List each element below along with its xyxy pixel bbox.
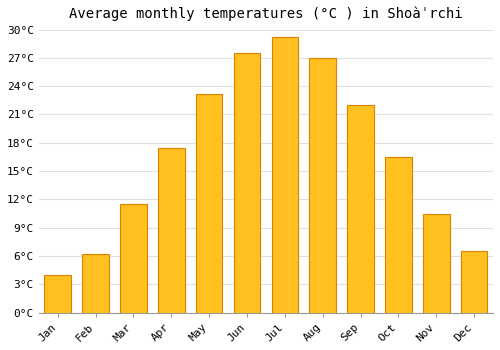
Bar <box>120 204 146 313</box>
Bar <box>423 214 450 313</box>
Bar <box>44 275 71 313</box>
Bar <box>385 157 411 313</box>
Bar <box>310 58 336 313</box>
Bar <box>348 105 374 313</box>
Bar <box>272 37 298 313</box>
Title: Average monthly temperatures (°C ) in Shoàˈrchi: Average monthly temperatures (°C ) in Sh… <box>69 7 462 21</box>
Bar <box>82 254 109 313</box>
Bar <box>158 147 184 313</box>
Bar <box>196 94 222 313</box>
Bar <box>234 53 260 313</box>
Bar <box>461 251 487 313</box>
